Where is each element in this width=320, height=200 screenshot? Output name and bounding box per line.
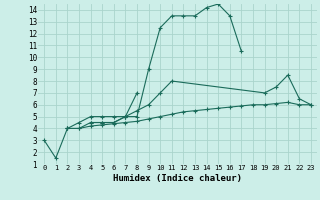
X-axis label: Humidex (Indice chaleur): Humidex (Indice chaleur): [113, 174, 242, 183]
